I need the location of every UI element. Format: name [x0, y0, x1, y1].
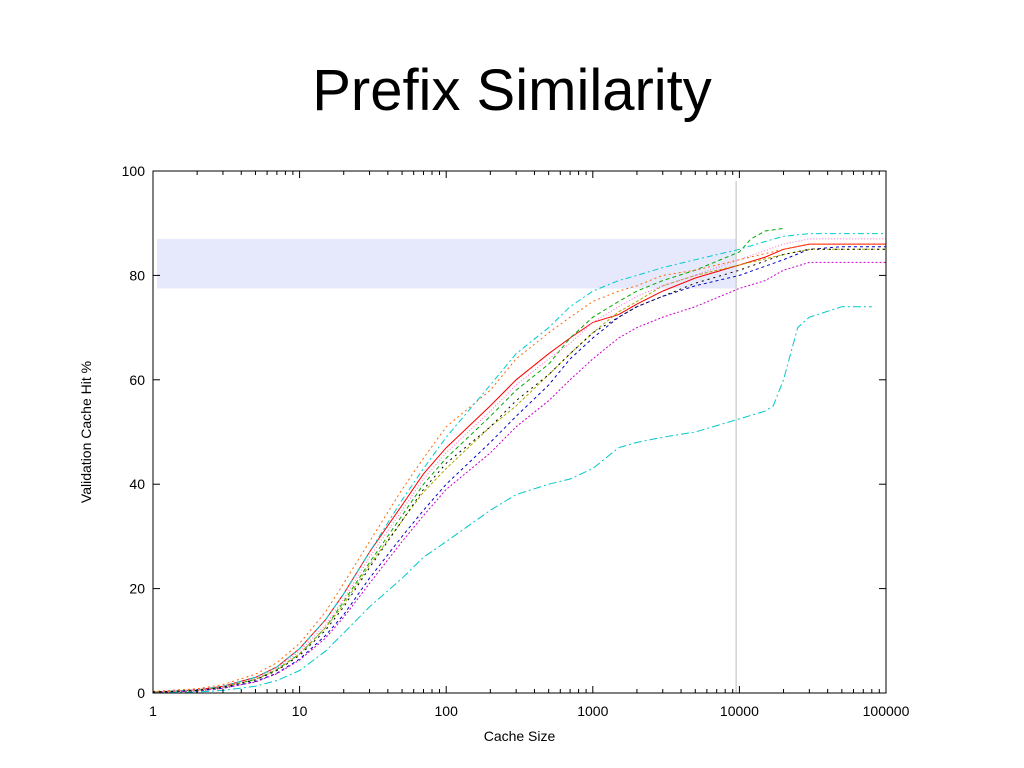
y-tick-label: 60: [129, 372, 145, 388]
series-line-2: [152, 227, 784, 693]
series-line-4: [152, 261, 886, 693]
y-tick-label: 20: [129, 581, 145, 597]
series-line-8: [152, 248, 886, 693]
series-line-6: [152, 243, 886, 692]
series-line-9: [152, 238, 886, 693]
series-line-10: [152, 248, 886, 693]
x-axis-label: Cache Size: [484, 728, 556, 744]
series-line-7: [152, 233, 886, 693]
tick-labels: 1 10 100 1000 10000 100000 0 20 40 60 80 100: [122, 163, 910, 719]
y-tick-label: 0: [137, 685, 145, 701]
series-line-3: [152, 246, 886, 693]
chart-annotations: [157, 181, 737, 693]
series-line-1: [152, 243, 886, 693]
y-axis-label: Validation Cache Hit %: [78, 361, 94, 503]
y-tick-label: 80: [129, 267, 145, 283]
series-line-5: [152, 306, 872, 694]
highlight-band: [157, 238, 737, 289]
x-tick-label: 100000: [863, 703, 910, 719]
x-tick-label: 10: [292, 703, 308, 719]
series-layer: [152, 227, 886, 694]
plot-frame: [152, 170, 887, 694]
x-tick-label: 100: [435, 703, 459, 719]
x-tick-label: 1000: [577, 703, 608, 719]
y-tick-label: 100: [122, 163, 146, 179]
x-tick-label: 10000: [720, 703, 759, 719]
axis-ticks: [152, 170, 887, 694]
x-tick-label: 1: [149, 703, 157, 719]
slide-title: Prefix Similarity: [312, 58, 712, 123]
y-tick-label: 40: [129, 476, 145, 492]
